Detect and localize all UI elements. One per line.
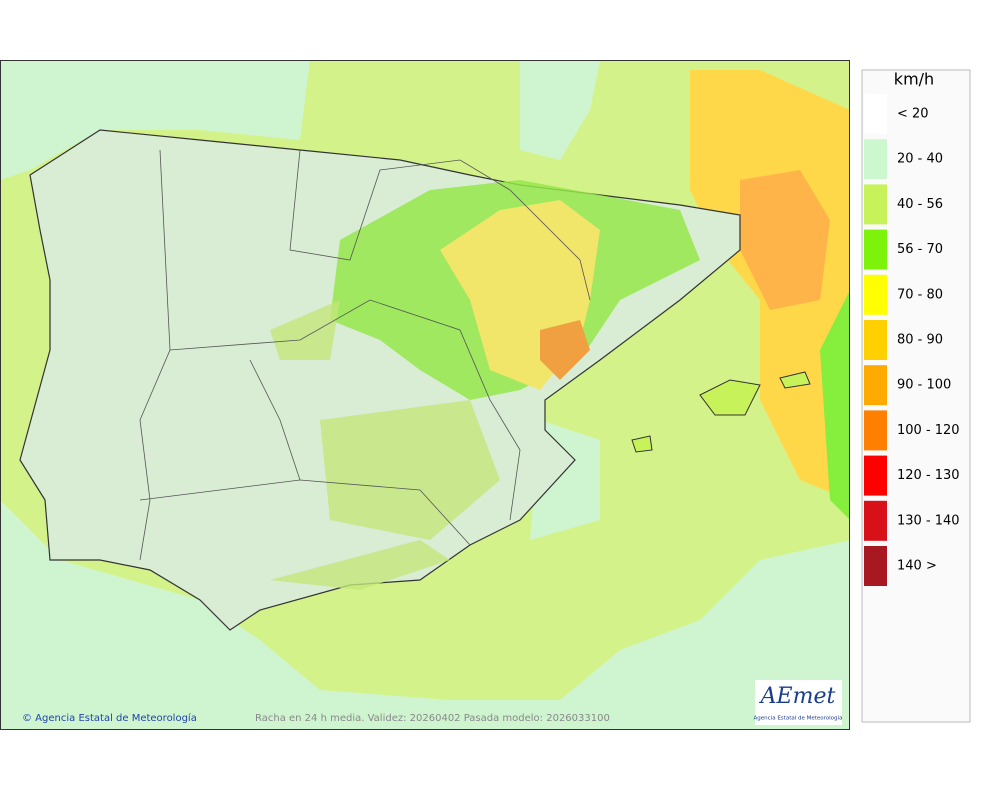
legend-label: 40 - 56 <box>897 197 943 212</box>
legend-swatch <box>864 546 887 586</box>
credit: © Agencia Estatal de Meteorología <box>22 712 197 724</box>
legend-swatch <box>864 274 887 315</box>
legend-label: 70 - 80 <box>897 287 943 302</box>
wind-area <box>740 170 830 310</box>
legend-swatch <box>864 320 887 360</box>
wind-area <box>270 300 500 590</box>
logo-name: AEmet <box>759 684 836 709</box>
logo-box <box>755 680 842 725</box>
province-borders <box>139 149 591 561</box>
legend-label: 100 - 120 <box>897 423 960 438</box>
legend-label: < 20 <box>897 107 929 122</box>
wind-area <box>0 60 310 180</box>
legend-swatch <box>864 365 887 406</box>
legend-swatch <box>864 139 887 180</box>
legend-label: 80 - 90 <box>897 333 943 348</box>
wind-area <box>540 320 590 380</box>
island <box>699 379 761 416</box>
legend-label: 120 - 130 <box>897 468 960 483</box>
logo-caption: Agencia Estatal de Meteorología <box>754 715 843 722</box>
island <box>779 371 811 389</box>
legend-label: 140 > <box>897 559 937 574</box>
map-frame <box>0 60 850 730</box>
island <box>631 435 653 453</box>
legend-title: km/h <box>894 70 934 89</box>
legend-swatch <box>864 455 887 496</box>
legend-label: 130 - 140 <box>897 513 960 528</box>
legend-swatch <box>864 94 887 134</box>
wind-area <box>0 500 850 730</box>
run-info: Racha en 24 h media. Validez: 20260402 P… <box>255 713 610 724</box>
legend-label: 90 - 100 <box>897 378 951 393</box>
wind-area <box>520 60 600 160</box>
legend-label: 56 - 70 <box>897 242 943 257</box>
legend-swatch <box>864 500 887 541</box>
legend-label: 20 - 40 <box>897 152 943 167</box>
legend-swatch <box>864 184 887 225</box>
wind-area <box>820 290 850 520</box>
legend-swatch <box>864 410 887 451</box>
legend-swatch <box>864 229 887 270</box>
